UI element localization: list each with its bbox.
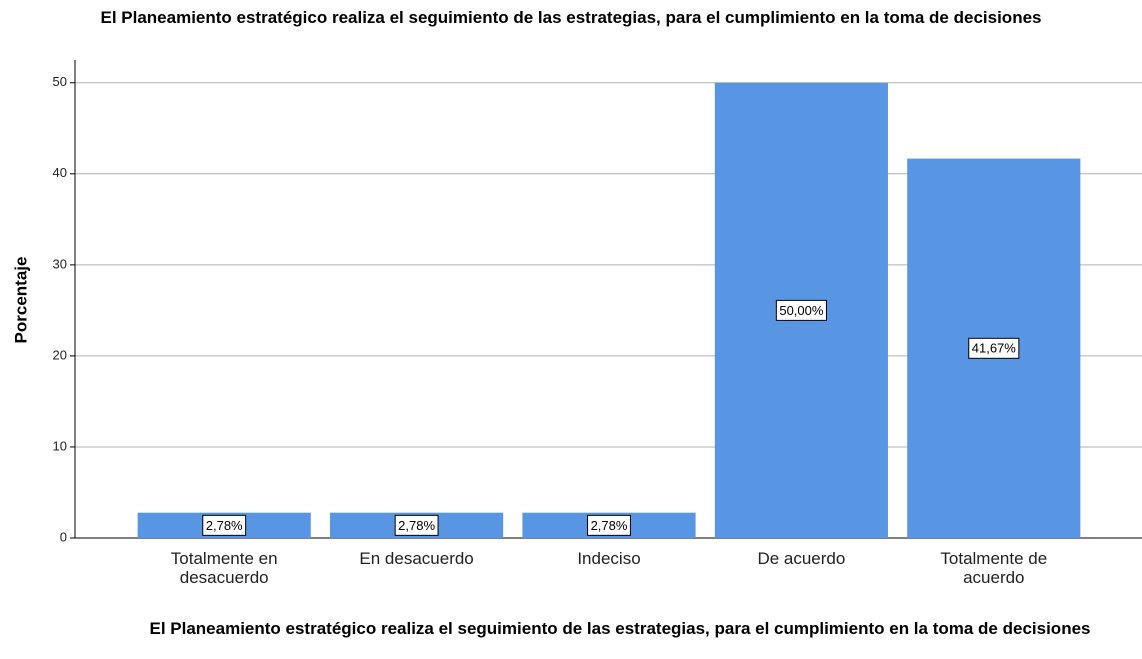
y-tick-label: 50 <box>53 74 67 89</box>
x-axis-title: El Planeamiento estratégico realiza el s… <box>149 619 1091 638</box>
y-tick-label: 0 <box>60 529 67 544</box>
chart-title: El Planeamiento estratégico realiza el s… <box>100 8 1042 27</box>
value-label-box <box>968 337 1020 359</box>
value-label-box <box>202 514 247 536</box>
value-label-box <box>587 514 631 536</box>
value-label: 2,78% <box>398 518 435 533</box>
value-label-box <box>394 514 439 536</box>
value-label: 50,00% <box>779 303 824 318</box>
y-tick-label: 10 <box>53 438 67 453</box>
value-label: 2,78% <box>591 518 628 533</box>
x-tick-label: Indeciso <box>577 549 641 568</box>
value-label: 41,67% <box>972 341 1017 356</box>
y-tick-label: 30 <box>53 256 67 271</box>
value-label-box <box>775 299 827 321</box>
x-tick-label: De acuerdo <box>757 549 846 568</box>
x-tick-label: En desacuerdo <box>359 549 474 568</box>
y-axis-title: Porcentaje <box>11 257 30 344</box>
x-tick-label: Totalmente de acuerdo <box>940 549 1048 587</box>
y-tick-label: 40 <box>53 165 67 180</box>
x-tick-label: Totalmente en desacuerdo <box>170 549 278 587</box>
value-label: 2,78% <box>206 518 243 533</box>
y-tick-label: 20 <box>53 347 67 362</box>
